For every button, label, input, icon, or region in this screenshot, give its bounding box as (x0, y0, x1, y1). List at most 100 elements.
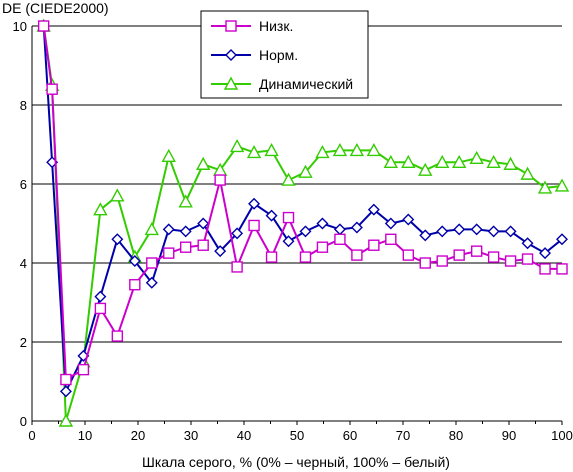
x-tick-label: 50 (290, 428, 304, 443)
data-point-triangle (58, 413, 74, 427)
data-point-square (179, 241, 192, 253)
data-point-triangle (315, 144, 330, 159)
data-point-square (436, 255, 448, 267)
data-point-diamond (419, 229, 432, 242)
data-point-square (111, 330, 124, 342)
data-point-square (77, 363, 90, 376)
data-point-diamond (333, 223, 346, 236)
data-point-triangle (298, 164, 313, 178)
series-layer (36, 18, 570, 427)
data-point-diamond (402, 213, 415, 226)
data-point-square (521, 253, 534, 265)
data-point-square (214, 174, 226, 186)
data-point-diamond (539, 247, 552, 260)
x-tick-label: 30 (184, 428, 198, 443)
data-point-diamond (521, 237, 534, 250)
data-point-triangle (281, 172, 296, 186)
data-point-square (334, 233, 346, 246)
data-point-triangle (520, 166, 535, 180)
data-point-square (453, 249, 465, 261)
data-point-square (556, 263, 568, 275)
y-tick-label: 8 (20, 98, 27, 113)
y-tick-label: 0 (20, 414, 27, 429)
data-point-triangle (537, 180, 553, 194)
data-point-triangle (144, 221, 159, 236)
data-point-triangle (196, 156, 211, 170)
data-point-triangle (452, 154, 467, 168)
legend-label: Низк. (259, 18, 293, 34)
data-point-square (146, 257, 158, 269)
x-tick-label: 70 (396, 428, 410, 443)
data-point-triangle (503, 156, 518, 170)
data-point-triangle (486, 154, 501, 168)
data-point-diamond (504, 225, 517, 238)
data-point-diamond (128, 255, 141, 268)
data-point-diamond (367, 203, 380, 216)
x-tick-label: 100 (551, 428, 573, 443)
data-point-diamond (111, 233, 124, 246)
data-point-square (299, 251, 312, 263)
data-point-triangle (178, 194, 193, 208)
data-point-square (265, 251, 278, 263)
data-point-diamond (487, 225, 500, 238)
y-tick-label: 10 (13, 19, 27, 34)
data-point-square (282, 211, 295, 224)
data-point-diamond (248, 197, 261, 210)
series-3 (36, 18, 570, 427)
data-point-triangle (332, 142, 348, 157)
data-point-square (368, 239, 380, 251)
data-point-square (46, 83, 58, 95)
data-point-diamond (282, 235, 295, 248)
series-1 (37, 20, 568, 386)
legend-swatch-marker (225, 49, 237, 61)
x-tick-label: 60 (343, 428, 357, 443)
data-point-diamond (316, 217, 329, 230)
data-point-square (316, 241, 329, 253)
data-point-square (60, 373, 72, 386)
x-axis-title: Шкала серого, % (0% – черный, 100% – бел… (142, 454, 450, 470)
data-point-diamond (556, 233, 568, 246)
data-point-diamond (384, 217, 397, 230)
data-point-square (487, 251, 500, 263)
data-point-diamond (94, 290, 107, 303)
legend-swatch-marker (223, 76, 239, 90)
x-tick-label: 0 (28, 428, 35, 443)
legend: Низк. Норм. Динамический (200, 10, 369, 99)
data-point-diamond (59, 385, 72, 398)
data-point-diamond (350, 221, 363, 234)
data-point-triangle (110, 188, 125, 202)
series-2 (37, 20, 568, 398)
data-point-square (419, 257, 431, 269)
data-point-diamond (214, 245, 227, 258)
data-point-triangle (401, 154, 416, 168)
x-tick-label: 10 (78, 428, 92, 443)
data-point-triangle (383, 154, 398, 168)
data-point-square (385, 233, 397, 246)
y-tick-label: 4 (20, 256, 27, 271)
data-point-diamond (197, 217, 210, 230)
data-point-diamond (162, 223, 175, 236)
data-point-triangle (229, 139, 245, 153)
data-point-diamond (231, 227, 244, 240)
data-point-triangle (93, 202, 108, 216)
data-point-triangle (435, 154, 450, 168)
data-point-diamond (179, 225, 192, 238)
data-point-triangle (246, 144, 262, 159)
legend-label: Динамический (259, 76, 353, 92)
data-point-diamond (145, 276, 158, 289)
x-tick-label: 40 (237, 428, 251, 443)
data-point-square (163, 247, 175, 259)
y-tick-label: 6 (20, 177, 27, 192)
legend-swatch-marker (225, 20, 237, 32)
data-point-square (470, 245, 483, 257)
legend-label: Норм. (259, 47, 298, 63)
y-tick-label: 2 (20, 335, 27, 350)
data-point-triangle (264, 142, 279, 157)
data-point-square (231, 261, 243, 273)
data-point-square (248, 219, 260, 232)
data-point-diamond (453, 223, 466, 236)
data-point-square (94, 302, 107, 315)
data-point-square (504, 255, 517, 267)
